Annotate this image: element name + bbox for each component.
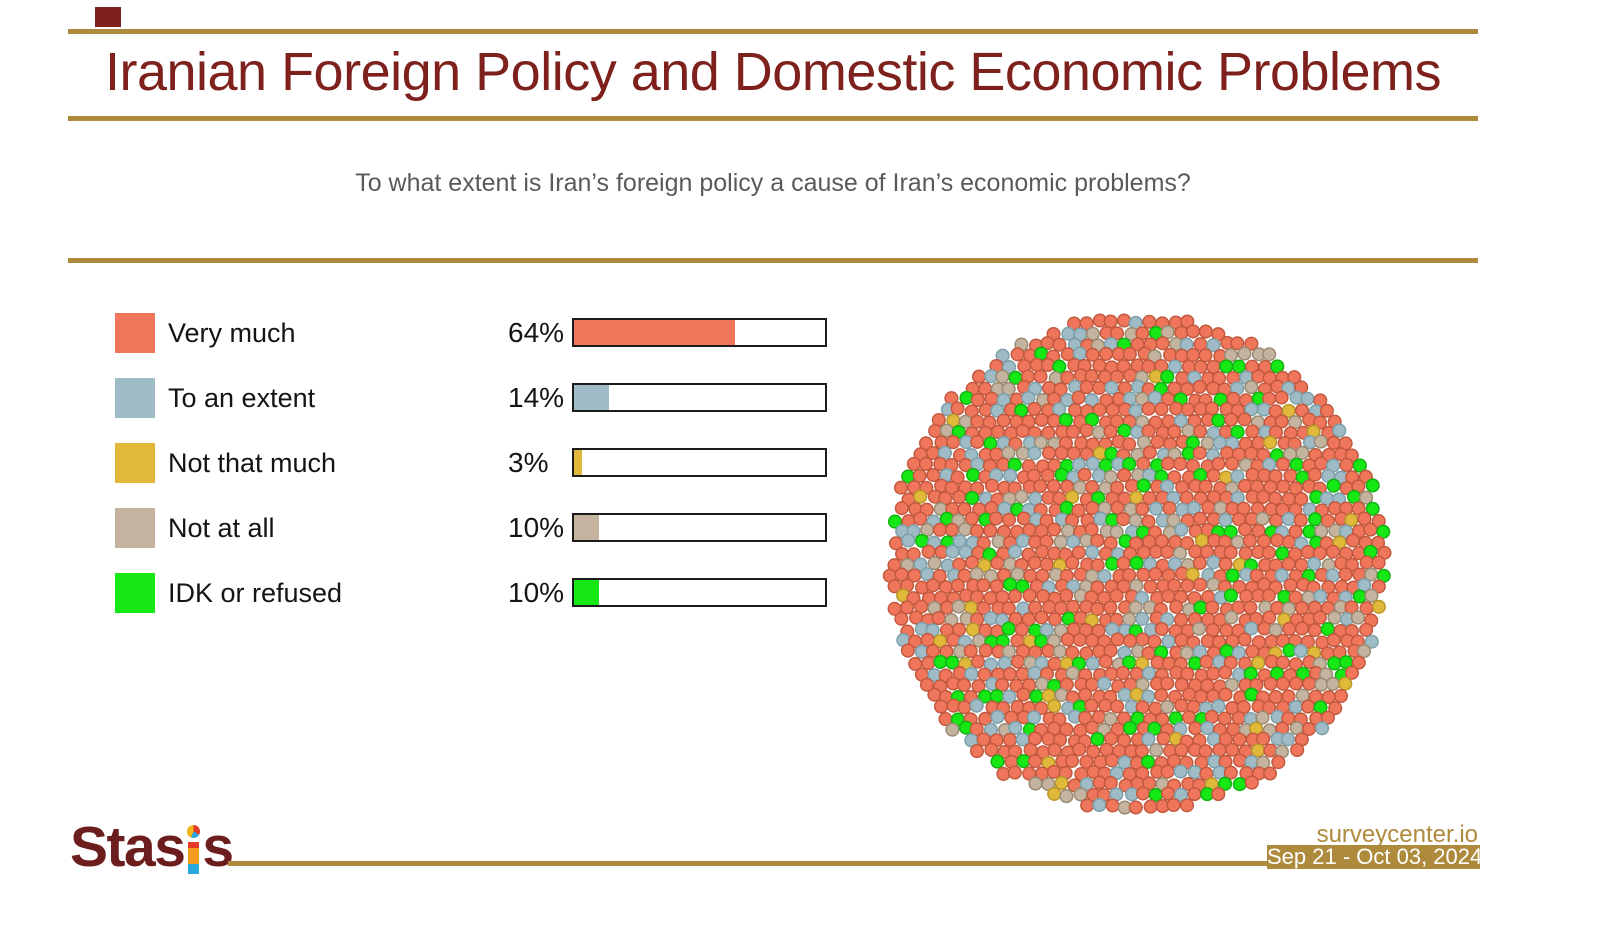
bar-row: Not at all 10% — [68, 508, 878, 548]
bar-row: Not that much 3% — [68, 443, 878, 483]
bar-row: IDK or refused 10% — [68, 573, 878, 613]
legend-label: To an extent — [168, 383, 316, 413]
legend-swatch — [115, 378, 155, 418]
bar-fill — [574, 320, 735, 345]
legend-label: IDK or refused — [168, 578, 343, 608]
bar-track — [572, 578, 827, 607]
stasis-logo: Stas s — [70, 815, 234, 880]
bar-value-label: 64% — [508, 317, 565, 348]
bar-value-label: 10% — [508, 577, 565, 608]
logo-text-suffix: s — [202, 815, 234, 880]
legend-label: Very much — [168, 318, 296, 348]
bar-fill — [574, 385, 610, 410]
corner-mark — [95, 7, 121, 27]
page-title: Iranian Foreign Policy and Domestic Econ… — [104, 42, 1442, 102]
logo-pie-dot-icon — [187, 825, 201, 838]
source-link: surveycenter.io — [1316, 821, 1478, 848]
bar-value-label: 10% — [508, 512, 565, 543]
legend-swatch — [115, 573, 155, 613]
legend-swatch — [115, 508, 155, 548]
logo-letter-i — [187, 825, 201, 874]
logo-i-stem — [188, 842, 200, 874]
divider-footer — [228, 861, 1270, 866]
bar-value-label: 3% — [508, 447, 549, 478]
dot-circle-chart — [882, 313, 1392, 815]
legend-swatch — [115, 443, 155, 483]
divider-top — [68, 29, 1478, 34]
bar-track — [572, 448, 827, 477]
date-badge: Sep 21 - Oct 03, 2024 — [1267, 844, 1483, 869]
legend-label: Not at all — [168, 513, 275, 543]
legend-swatch — [115, 313, 155, 353]
logo-text-prefix: Stas — [70, 815, 186, 880]
bar-fill — [574, 450, 582, 475]
bar-fill — [574, 515, 600, 540]
legend-and-bars: Very much 64% To an extent 14% Not that much… — [68, 300, 878, 620]
divider-under-title — [68, 116, 1478, 121]
survey-question: To what extent is Iran’s foreign policy … — [355, 169, 1191, 197]
divider-under-question — [68, 258, 1478, 263]
bar-track — [572, 318, 827, 347]
bar-row: To an extent 14% — [68, 378, 878, 418]
bar-track — [572, 383, 827, 412]
legend-label: Not that much — [168, 448, 337, 478]
bar-row: Very much 64% — [68, 313, 878, 353]
bar-value-label: 14% — [508, 382, 565, 413]
bar-track — [572, 513, 827, 542]
bar-fill — [574, 580, 600, 605]
